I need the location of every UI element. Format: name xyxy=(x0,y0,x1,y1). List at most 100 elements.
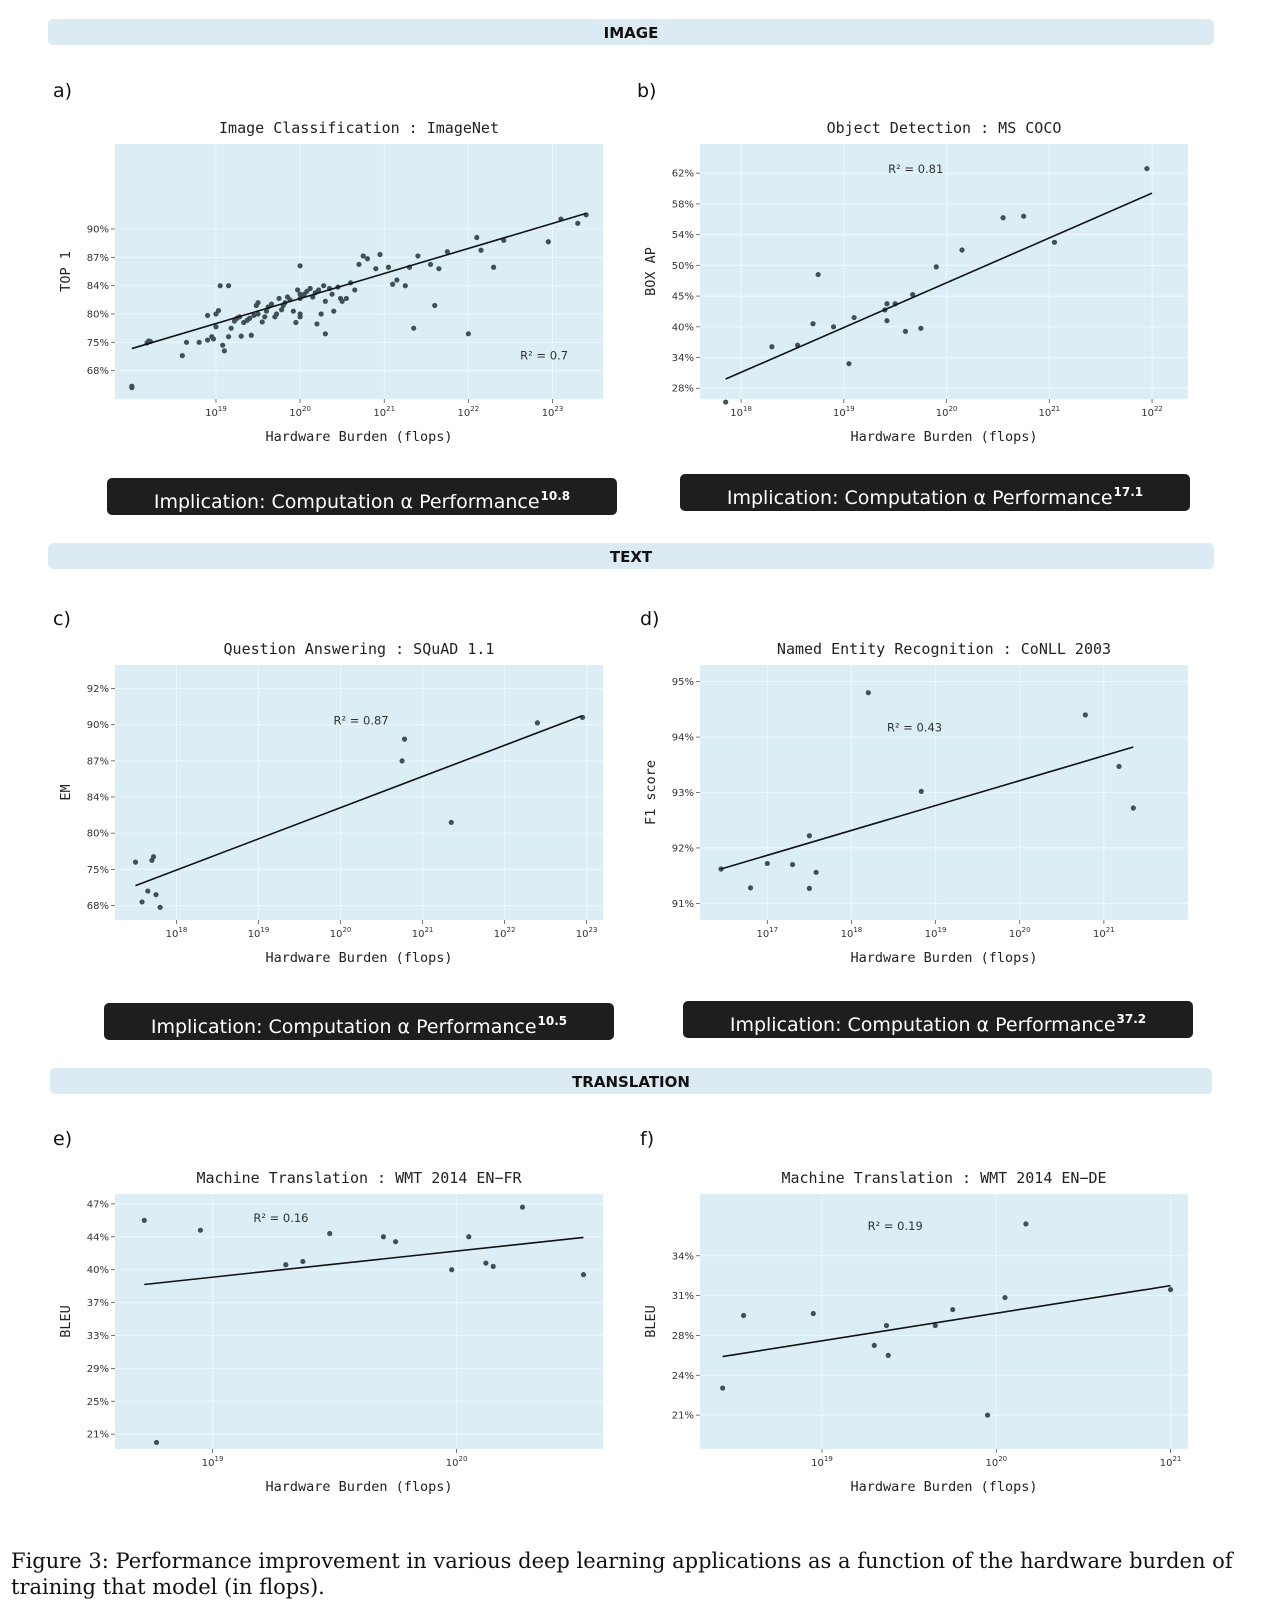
data-point xyxy=(402,283,408,289)
data-point xyxy=(723,399,729,405)
data-point xyxy=(583,212,589,218)
data-point xyxy=(918,325,924,331)
y-axis-label: BLEU xyxy=(643,1305,659,1338)
x-axis-label: Hardware Burden (flops) xyxy=(266,429,453,445)
chart-title: Machine Translation : WMT 2014 EN−FR xyxy=(196,1169,522,1187)
data-point xyxy=(141,1217,147,1223)
x-tick-label: 1019 xyxy=(811,1455,833,1469)
y-tick-label: 92% xyxy=(672,843,694,854)
data-point xyxy=(278,307,285,313)
data-point xyxy=(129,383,135,389)
data-point xyxy=(1023,1221,1029,1227)
data-point xyxy=(740,1312,747,1319)
data-point xyxy=(851,314,857,321)
y-tick-label: 68% xyxy=(87,901,109,912)
data-point xyxy=(415,253,421,259)
section-header-image: IMAGE xyxy=(48,19,1214,45)
data-point xyxy=(806,833,812,839)
data-point xyxy=(1167,1287,1174,1293)
data-point xyxy=(1002,1294,1008,1301)
x-tick-label: 1020 xyxy=(936,405,958,419)
data-point xyxy=(316,287,322,293)
y-tick-label: 58% xyxy=(672,199,694,210)
y-tick-label: 68% xyxy=(87,366,109,377)
y-tick-label: 37% xyxy=(87,1298,109,1309)
chart-imagenet: Image Classification : ImageNet 68% 75% 80%… xyxy=(58,119,603,445)
data-point xyxy=(318,311,324,317)
implication-banner-d: Implication: Computation α Performance37… xyxy=(683,1001,1193,1038)
data-point xyxy=(153,892,159,898)
x-tick-label: 1021 xyxy=(1038,405,1060,419)
y-tick-label: 91% xyxy=(672,899,694,910)
data-point xyxy=(339,298,345,304)
x-tick-label: 1020 xyxy=(985,1455,1007,1469)
y-tick-label: 80% xyxy=(87,829,109,840)
plot-area xyxy=(700,144,1188,399)
y-tick-label: 24% xyxy=(672,1371,694,1382)
data-point xyxy=(238,333,244,339)
data-point xyxy=(297,263,303,269)
x-tick-label: 1018 xyxy=(166,926,188,940)
x-tick-label: 1021 xyxy=(1160,1455,1182,1469)
data-point xyxy=(810,321,816,327)
plot-area xyxy=(115,665,603,920)
chart-title: Object Detection : MS COCO xyxy=(827,119,1062,137)
r-squared-label: R² = 0.19 xyxy=(868,1219,923,1233)
y-axis-label: TOP 1 xyxy=(58,251,74,292)
y-tick-label: 87% xyxy=(87,253,109,264)
data-point xyxy=(294,287,301,293)
y-tick-label: 45% xyxy=(672,292,694,303)
y-tick-label: 94% xyxy=(672,733,694,744)
data-point xyxy=(918,788,924,794)
data-point xyxy=(262,314,268,320)
data-point xyxy=(352,287,358,293)
y-tick-label: 33% xyxy=(87,1331,109,1342)
y-tick-label: 28% xyxy=(672,1331,694,1342)
data-point xyxy=(491,264,497,270)
y-tick-label: 62% xyxy=(672,169,694,180)
data-point xyxy=(377,251,383,258)
data-point xyxy=(902,328,909,335)
data-point xyxy=(478,247,484,253)
data-point xyxy=(225,334,232,340)
data-point xyxy=(300,1258,306,1265)
implication-text: Implication: Computation α Performance xyxy=(729,1014,1116,1036)
y-tick-label: 93% xyxy=(672,788,694,799)
data-point xyxy=(204,337,211,343)
section-header-translation: TRANSLATION xyxy=(50,1068,1212,1094)
y-tick-label: 29% xyxy=(87,1364,109,1375)
y-tick-label: 21% xyxy=(87,1430,109,1441)
data-point xyxy=(575,220,581,226)
data-point xyxy=(217,283,223,289)
data-point xyxy=(769,344,775,350)
x-axis-label: Hardware Burden (flops) xyxy=(266,1479,453,1495)
data-point xyxy=(865,690,871,696)
data-point xyxy=(448,819,454,825)
chart-wmt-en-fr: Machine Translation : WMT 2014 EN−FR 21% 2… xyxy=(58,1169,603,1495)
chart-title: Machine Translation : WMT 2014 EN−DE xyxy=(781,1169,1106,1187)
data-point xyxy=(255,300,261,306)
data-point xyxy=(846,361,852,367)
section-header-text: TEXT xyxy=(48,543,1214,569)
data-point xyxy=(884,318,890,324)
data-point xyxy=(933,264,939,270)
data-point xyxy=(545,239,551,245)
regression-line xyxy=(144,1236,584,1286)
implication-exponent: 17.1 xyxy=(1113,485,1144,499)
x-tick-label: 1017 xyxy=(756,926,778,940)
data-point xyxy=(1130,805,1136,811)
data-point xyxy=(810,1310,816,1317)
regression-line xyxy=(135,714,583,887)
data-point xyxy=(720,1385,726,1391)
data-point xyxy=(364,256,371,262)
y-tick-label: 40% xyxy=(87,1265,109,1276)
data-point xyxy=(1021,213,1027,219)
data-point xyxy=(197,1227,203,1233)
y-tick-label: 50% xyxy=(672,261,694,272)
y-tick-label: 54% xyxy=(672,230,694,241)
data-point xyxy=(519,1204,526,1210)
x-axis-label: Hardware Burden (flops) xyxy=(851,950,1038,966)
y-tick-label: 75% xyxy=(87,338,109,349)
data-point xyxy=(444,249,450,255)
regression-line xyxy=(131,212,587,350)
